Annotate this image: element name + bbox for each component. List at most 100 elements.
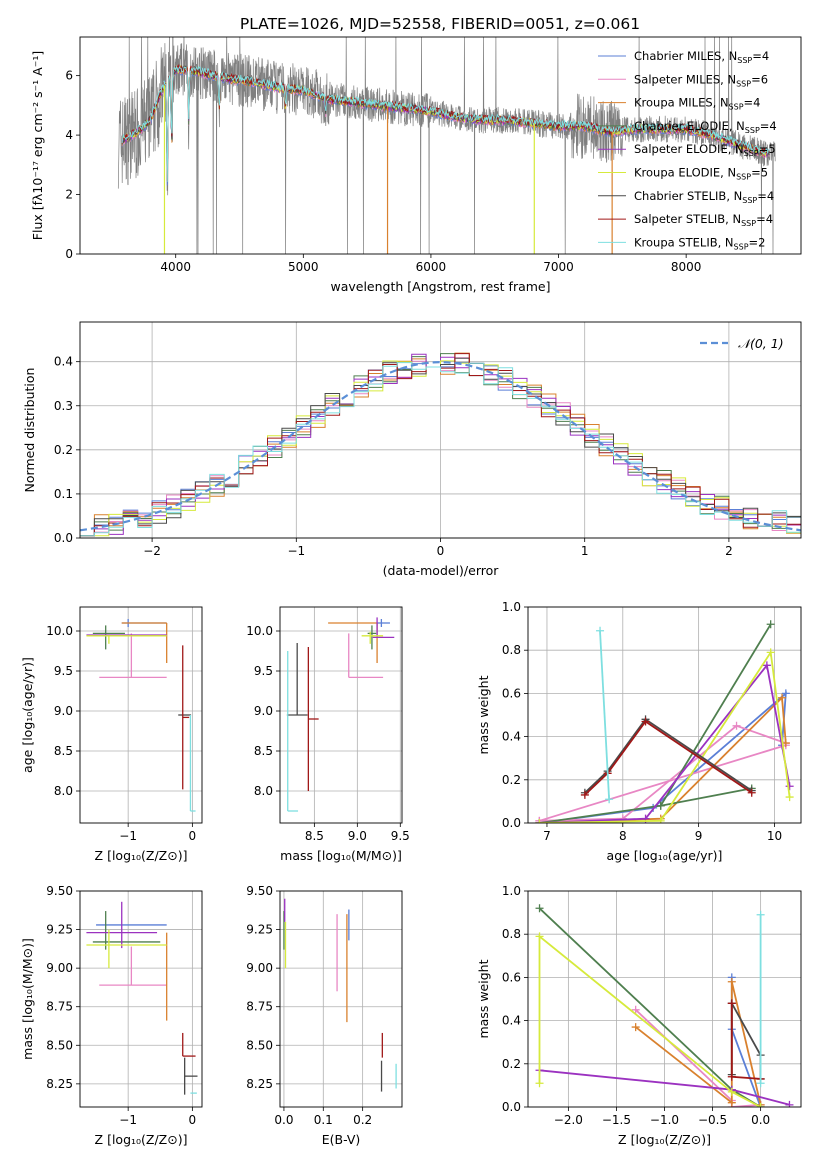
legend-label: Kroupa ELODIE, N [634, 166, 736, 180]
y-tick-label: 0 [65, 247, 73, 261]
y-axis-label: Normed distribution [22, 368, 37, 493]
x-axis-label: Z [log₁₀(Z/Z⊙)] [618, 1132, 711, 1147]
spectrum-plot [117, 37, 776, 254]
ticks-age-vs-mass: 8.5 9.0 9.5 8.0 8.5 9.0 9.5 10.0 [246, 624, 410, 843]
legend-entry: Kroupa MILES, NSSP=4 [634, 96, 760, 112]
y-tick-label: 8.25 [46, 1077, 73, 1091]
histogram-step-kroupa-stelib [80, 362, 801, 537]
mass-vs-ebv-points [283, 898, 397, 1092]
y-axis-label: age [log₁₀(age/yr)] [20, 657, 35, 773]
x-axis-label: E(B-V) [322, 1132, 361, 1147]
axes-frame [527, 890, 802, 1108]
weight-marker [727, 1087, 736, 1096]
y-tick-label: 8.5 [254, 744, 273, 758]
y-tick-label: 8.75 [246, 1000, 273, 1014]
x-tick-label: 9 [695, 829, 703, 843]
y-tick-label: 1.0 [502, 600, 521, 614]
weight-marker [641, 717, 650, 726]
x-tick-label: −1 [119, 1113, 137, 1127]
x-tick-label: 7000 [543, 260, 574, 274]
weight-marker [535, 932, 544, 941]
legend-suffix: =4 [757, 189, 774, 203]
legend-sub: SSP [734, 242, 749, 251]
weight-marker [766, 620, 775, 629]
y-tick-label: 9.50 [46, 884, 73, 898]
x-tick-label: −2.0 [554, 1113, 583, 1127]
x-tick-label: 0.0 [274, 1113, 293, 1127]
weight-marker [580, 790, 589, 799]
x-tick-label: 0.2 [353, 1113, 372, 1127]
legend-label: Kroupa STELIB, N [634, 235, 734, 249]
x-tick-label: −2 [143, 544, 161, 558]
weight-marker [727, 1098, 736, 1107]
normal-curve [80, 360, 801, 532]
y-tick-label: 0.0 [502, 1100, 521, 1114]
x-axis-label: Z [log₁₀(Z/Z⊙)] [95, 848, 188, 863]
histogram-step-kroupa-elodie [80, 360, 801, 537]
legend-entry: Chabrier ELODIE, NSSP=4 [634, 119, 777, 135]
weight-marker [656, 816, 665, 823]
weight-line-chabrier-stelib [584, 718, 753, 794]
y-tick-label: 9.5 [254, 664, 273, 678]
axes-frame [527, 606, 802, 824]
ticks-weight-vs-z: −2.0 −1.5 −1.0 −0.5 0.0 0.0 0.2 0.4 0.6 0.8 1.0 [502, 884, 770, 1127]
x-tick-label: 8 [619, 829, 627, 843]
legend-sub: SSP [729, 103, 744, 112]
weight-marker [756, 1103, 765, 1107]
weight-marker [535, 1079, 544, 1088]
y-tick-label: 9.25 [46, 923, 73, 937]
axes-frame [79, 890, 203, 1108]
weight-line-salpeter-elodie [539, 663, 791, 823]
y-tick-label: 0.0 [54, 531, 73, 545]
x-tick-label: 8000 [671, 260, 702, 274]
legend-suffix: =4 [760, 119, 777, 133]
panel-mass-vs-z [80, 890, 202, 1107]
legend-sub: SSP [741, 219, 756, 228]
y-tick-label: 9.5 [54, 664, 73, 678]
panel-age-vs-mass [280, 607, 402, 823]
weight-marker [756, 1079, 765, 1088]
ticks-mass-vs-ebv: 0.0 0.1 0.2 8.25 8.50 8.75 9.00 9.25 9.50 [246, 884, 372, 1127]
x-axis-label: mass [log₁₀(M/M⊙)] [280, 848, 402, 863]
y-tick-label: 10.0 [246, 624, 273, 638]
axes-frame [79, 321, 802, 539]
weight-marker [766, 648, 775, 657]
y-axis-label: mass weight [476, 675, 491, 754]
legend-entry: Chabrier MILES, NSSP=4 [634, 49, 769, 65]
y-axis-label: Flux [fλ10⁻¹⁷ erg cm⁻² s⁻¹ A⁻¹] [30, 51, 45, 240]
weight-vs-z-lines [535, 904, 794, 1107]
weight-line-kroupa-elodie [538, 934, 762, 1107]
y-axis-label: mass [log₁₀(M/M⊙)] [20, 938, 35, 1060]
x-tick-label: 0.1 [314, 1113, 333, 1127]
y-tick-label: 0.8 [502, 927, 521, 941]
y-tick-label: 0.4 [502, 730, 521, 744]
x-tick-label: 0 [437, 544, 445, 558]
x-axis-label: (data-model)/error [383, 563, 500, 578]
weight-marker [778, 693, 787, 702]
weight-line-kroupa-elodie [539, 649, 791, 823]
x-axis-label: Z [log₁₀(Z/Z⊙)] [95, 1132, 188, 1147]
y-tick-label: 8.50 [46, 1038, 73, 1052]
x-tick-label: 9.0 [348, 829, 367, 843]
legend-sub: SSP [742, 196, 757, 205]
x-tick-label: 10 [767, 829, 782, 843]
weight-marker [631, 1005, 640, 1014]
weight-line-salpeter-stelib [584, 720, 753, 796]
legend-entry: Kroupa ELODIE, NSSP=5 [634, 166, 768, 182]
weight-marker [605, 795, 614, 804]
legend-suffix: =6 [751, 72, 768, 86]
legend-label: Chabrier STELIB, N [634, 189, 742, 203]
x-tick-label: 9.5 [391, 829, 410, 843]
x-tick-label: 0 [189, 829, 197, 843]
y-axis-label: mass weight [476, 959, 491, 1038]
legend-entry: Salpeter STELIB, NSSP=4 [634, 212, 773, 228]
model-line-kroupa-stelib [121, 65, 770, 182]
weight-marker [631, 1023, 640, 1032]
y-tick-label: 0.3 [54, 399, 73, 413]
legend-sub: SSP [744, 149, 759, 158]
ticks-residuals: −2 −1 0 1 2 0.0 0.1 0.2 0.3 0.4 [54, 355, 733, 558]
y-tick-label: 0.0 [502, 816, 521, 830]
legend-suffix: =4 [756, 212, 773, 226]
weight-marker [727, 1072, 736, 1081]
x-tick-label: 0 [189, 1113, 197, 1127]
